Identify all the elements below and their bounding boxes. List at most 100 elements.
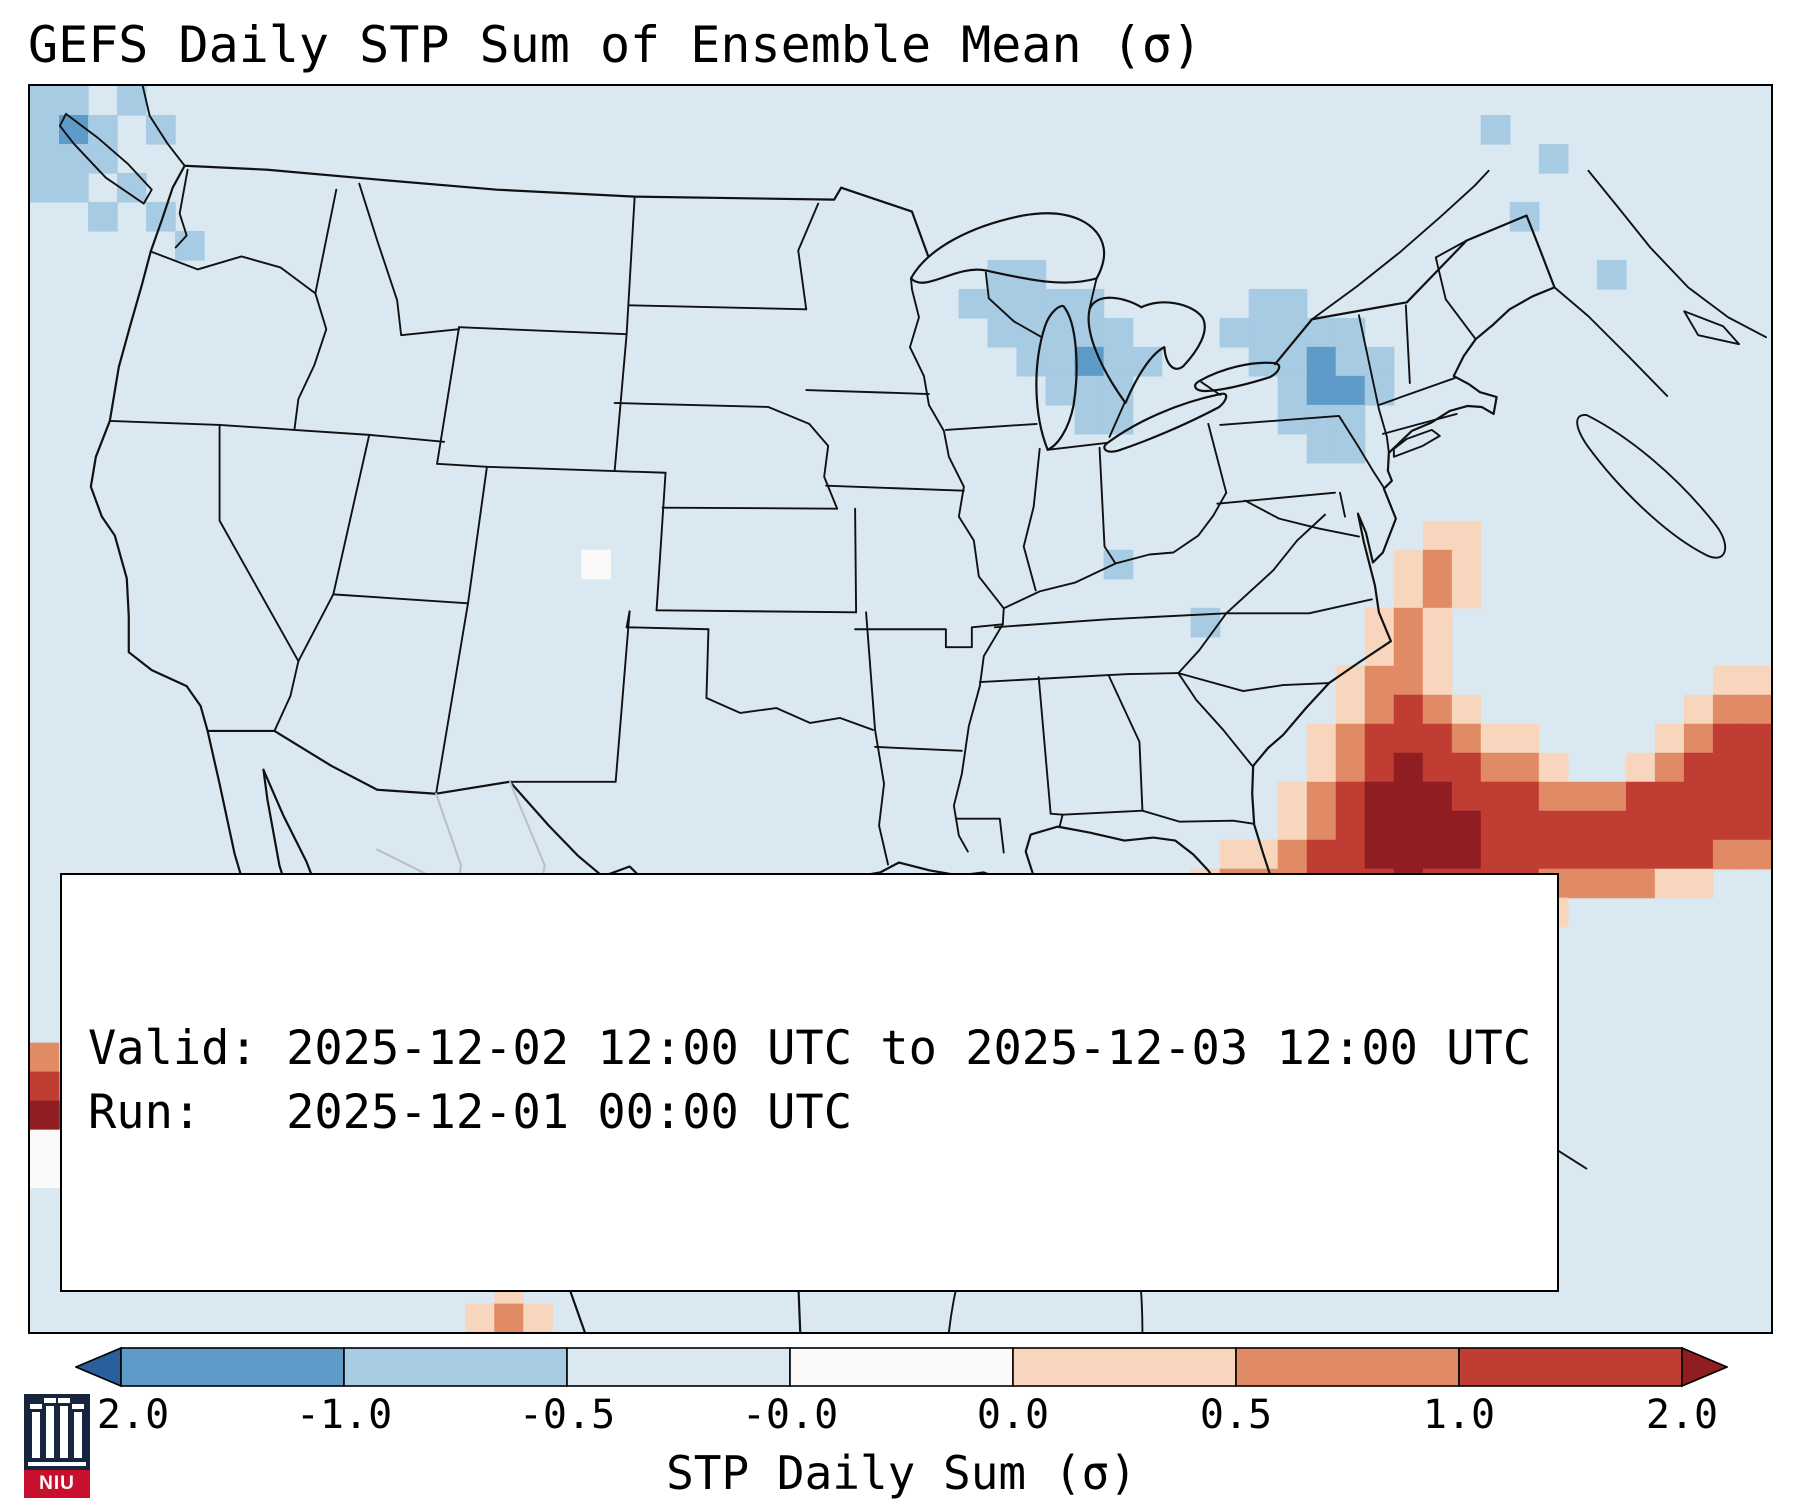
validity-info-box: Valid: 2025-12-02 12:00 UTC to 2025-12-0… [60, 872, 1560, 1292]
colorbar-tick-label: 0.0 [976, 1392, 1050, 1438]
heat-cell [1103, 317, 1134, 348]
heat-cell [1103, 346, 1134, 377]
heat-cell [1596, 259, 1627, 290]
niu-logo-text: NIU [24, 1470, 90, 1498]
heat-cell [1335, 694, 1366, 725]
heat-cell [1335, 665, 1366, 696]
heat-cell [1538, 781, 1569, 812]
heat-cell [1248, 346, 1279, 377]
heat-cell [1393, 578, 1424, 609]
heat-cell [1335, 752, 1366, 783]
heat-cell [1103, 549, 1134, 580]
heat-cell [1190, 607, 1221, 638]
heat-cell [1480, 115, 1511, 145]
heat-cell [1683, 723, 1714, 754]
heat-cell [1509, 752, 1540, 783]
heat-cell [1712, 752, 1743, 783]
heat-cell [1422, 810, 1453, 841]
heat-cell [1306, 317, 1337, 348]
heat-cell [1364, 752, 1395, 783]
heat-cell [1364, 694, 1395, 725]
heat-cell [1393, 723, 1424, 754]
map-panel: Valid: 2025-12-02 12:00 UTC to 2025-12-0… [28, 84, 1773, 1334]
heat-cell [1741, 665, 1771, 696]
heat-cell [1074, 375, 1105, 406]
heat-cell [1074, 346, 1105, 377]
heat-cell [1422, 607, 1453, 638]
niu-castle-icon [24, 1394, 90, 1470]
heat-cell [146, 201, 176, 232]
heat-cell [30, 86, 60, 116]
heat-cell [1538, 752, 1569, 783]
heat-cell [30, 1100, 60, 1131]
heat-cell [1335, 346, 1366, 377]
heat-cell [1654, 723, 1685, 754]
heat-cell [1045, 346, 1076, 377]
heat-cell [1393, 665, 1424, 696]
heat-cell [1422, 549, 1453, 580]
heat-cell [1538, 839, 1569, 870]
heat-cell [1422, 694, 1453, 725]
heat-cell [1364, 839, 1395, 870]
heat-cell [1422, 839, 1453, 870]
colorbar-tick-label: 1.0 [1422, 1392, 1496, 1438]
colorbar-segment [75, 1346, 122, 1388]
colorbar-gradient [75, 1346, 1728, 1388]
heat-cell [1422, 723, 1453, 754]
heat-cell [1654, 810, 1685, 841]
great-lakes-layer [909, 212, 1281, 453]
colorbar-tick-label: -0.5 [518, 1392, 616, 1438]
colorbar-segment [789, 1347, 1014, 1387]
heat-cell [1422, 781, 1453, 812]
heat-cell [1538, 144, 1569, 174]
heat-cell [1393, 694, 1424, 725]
heat-cell [1248, 288, 1279, 319]
heat-cell [1393, 636, 1424, 667]
heat-cell [1306, 781, 1337, 812]
colorbar-segment [343, 1347, 568, 1387]
heat-cell [1596, 810, 1627, 841]
heat-cell [1451, 723, 1482, 754]
heat-cell [1393, 607, 1424, 638]
colorbar-segment [120, 1347, 345, 1387]
heat-cell [1509, 839, 1540, 870]
heat-cell [1712, 665, 1743, 696]
heat-cell [987, 317, 1018, 348]
heat-cell [1045, 317, 1076, 348]
heat-cell [1596, 868, 1627, 899]
heat-cell [1509, 781, 1540, 812]
heat-cell [1480, 781, 1511, 812]
heat-cell [1683, 694, 1714, 725]
heat-cell [1335, 433, 1366, 464]
heat-cell [1625, 839, 1656, 870]
heat-cell [1538, 810, 1569, 841]
heat-cell [1712, 810, 1743, 841]
colorbar-segment [1012, 1347, 1237, 1387]
heat-cell [1683, 810, 1714, 841]
colorbar-tick-label: 2.0 [1645, 1392, 1719, 1438]
heat-cell [987, 288, 1018, 319]
heat-cell [1654, 839, 1685, 870]
heat-cell [1277, 839, 1308, 870]
colorbar [75, 1346, 1728, 1388]
heat-cell [1741, 810, 1771, 841]
heat-cell [1567, 868, 1598, 899]
heat-cell [1277, 810, 1308, 841]
heat-cell [1480, 723, 1511, 754]
colorbar-tick-label: 0.5 [1199, 1392, 1273, 1438]
heat-cell [1625, 810, 1656, 841]
heat-cell [30, 1071, 60, 1102]
heat-cell [175, 230, 205, 261]
heat-cell [1567, 781, 1598, 812]
heat-cell [1567, 810, 1598, 841]
heat-cell [1422, 636, 1453, 667]
colorbar-segment [1235, 1347, 1460, 1387]
run-time-text: Run: 2025-12-01 00:00 UTC [88, 1085, 853, 1141]
heat-cell [59, 86, 89, 116]
heat-cell [1451, 520, 1482, 551]
heat-cell [30, 1042, 60, 1073]
page-title: GEFS Daily STP Sum of Ensemble Mean (σ) [28, 16, 1202, 74]
heat-cell [1393, 810, 1424, 841]
heat-cell [1654, 781, 1685, 812]
heat-cell [1103, 375, 1134, 406]
